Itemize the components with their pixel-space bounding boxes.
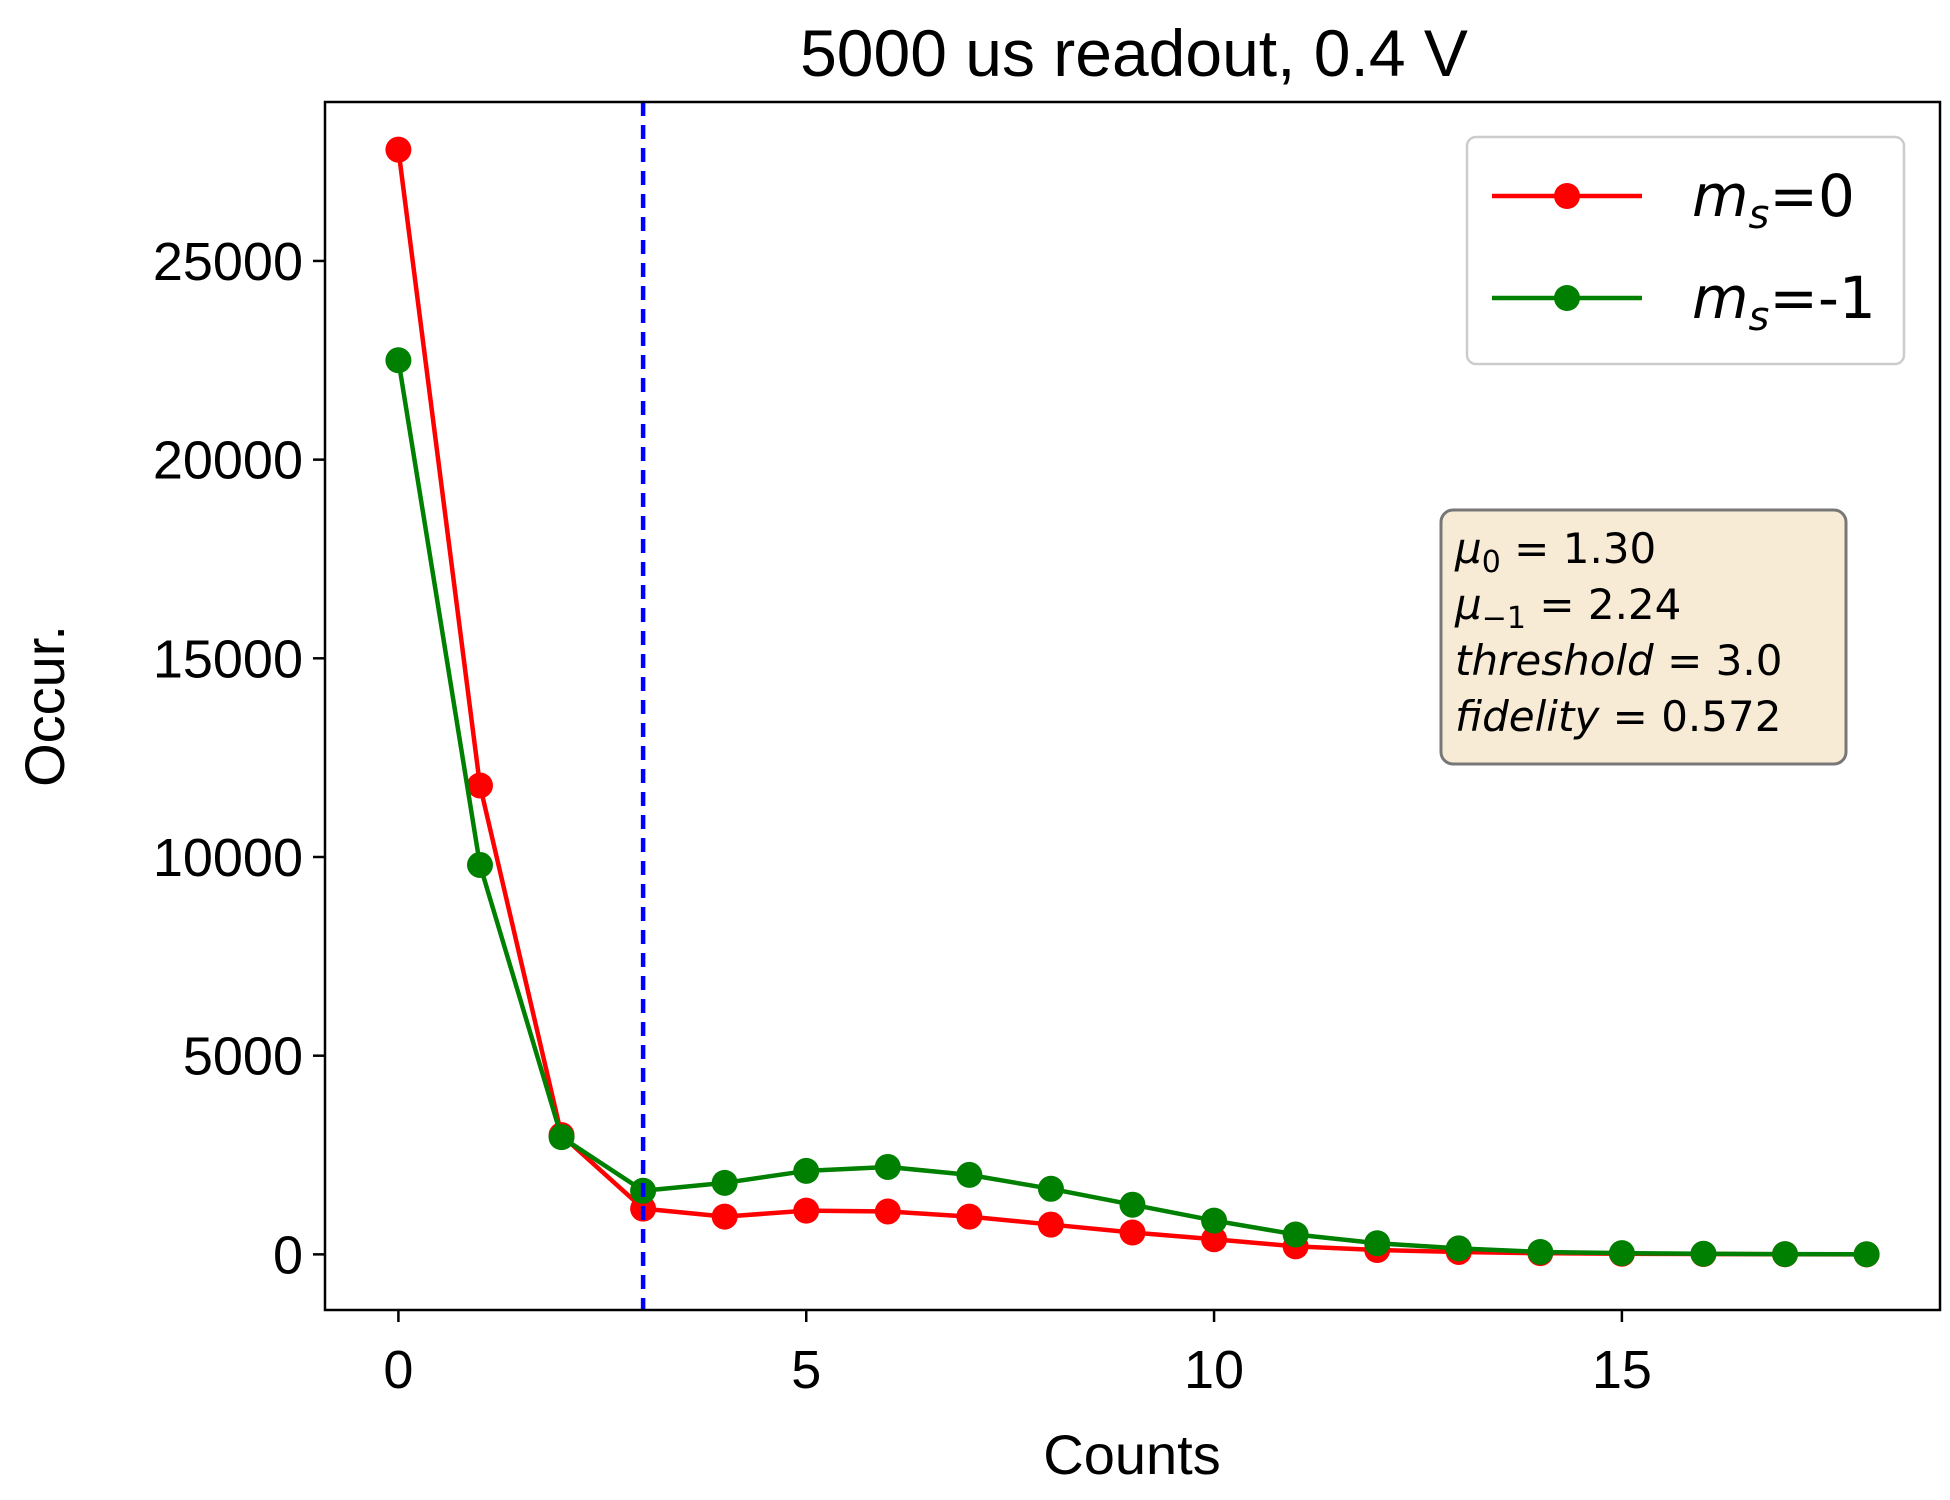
annotation-symbol: threshold: [1455, 636, 1654, 685]
x-tick-label: 15: [1592, 1340, 1652, 1400]
chart-title: 5000 us readout, 0.4 V: [800, 16, 1468, 90]
y-tick-label: 15000: [153, 629, 303, 689]
data-point: [793, 1157, 820, 1184]
series-line-1: [396, 359, 1867, 1257]
data-point: [956, 1161, 983, 1188]
y-tick-label: 5000: [183, 1027, 303, 1087]
annotation-subscript: −1: [1482, 601, 1526, 636]
legend-label-symbol: m: [1692, 162, 1749, 230]
data-point: [711, 1169, 738, 1196]
legend-label: ms=0: [1692, 162, 1855, 238]
data-point: [711, 1203, 738, 1230]
legend-swatch-marker: [1554, 183, 1580, 209]
annotation-symbol: μ: [1454, 580, 1482, 629]
data-point: [1201, 1226, 1228, 1253]
data-point: [548, 1124, 575, 1151]
series-1: [385, 347, 1880, 1268]
annotation-value: = 3.0: [1654, 636, 1783, 685]
y-tick-label: 0: [273, 1225, 303, 1285]
annotation-line: μ0 = 1.30: [1454, 524, 1656, 580]
y-tick-label: 25000: [153, 232, 303, 292]
data-point: [1282, 1221, 1309, 1248]
legend-item: ms=0: [1492, 162, 1855, 238]
annotation-subscript: 0: [1482, 545, 1501, 580]
y-tick-label: 10000: [153, 828, 303, 888]
data-point: [793, 1197, 820, 1224]
legend-label-value: =-1: [1769, 264, 1875, 332]
annotation-line: fidelity = 0.572: [1455, 692, 1781, 741]
data-point: [1119, 1219, 1146, 1246]
data-point: [1853, 1241, 1880, 1268]
data-point: [1119, 1191, 1146, 1218]
legend-label-subscript: s: [1749, 294, 1770, 340]
series-layer: [385, 102, 1880, 1310]
data-point: [956, 1203, 983, 1230]
annotation-symbol: μ: [1454, 524, 1482, 573]
data-point: [1037, 1175, 1064, 1202]
y-tick-label: 20000: [153, 431, 303, 491]
x-axis-ticks: 0 5 10 15: [383, 1310, 1652, 1400]
annotation-symbol: fidelity: [1455, 692, 1600, 741]
data-point: [1608, 1240, 1635, 1267]
legend-label-value: =0: [1769, 162, 1855, 230]
data-point: [1445, 1235, 1472, 1262]
data-point: [385, 136, 412, 163]
annotation-line: μ−1 = 2.24: [1454, 580, 1681, 636]
annotation-box: [1439, 508, 1848, 766]
data-point: [1772, 1241, 1799, 1268]
legend-label-subscript: s: [1749, 192, 1770, 238]
data-point: [1364, 1230, 1391, 1257]
data-point: [874, 1198, 901, 1225]
legend: ms=0ms=-1: [1465, 135, 1906, 366]
legend-label: ms=-1: [1692, 264, 1876, 340]
plot-frame: [323, 100, 1942, 1312]
y-axis-label: Occur.: [13, 625, 76, 787]
annotation-value: = 1.30: [1501, 524, 1656, 573]
data-point: [466, 772, 493, 799]
legend-item: ms=-1: [1492, 264, 1876, 340]
legend-swatch-marker: [1554, 285, 1580, 311]
annotation-value: = 0.572: [1599, 692, 1781, 741]
data-point: [466, 851, 493, 878]
data-point: [1201, 1207, 1228, 1234]
data-point: [1037, 1211, 1064, 1238]
x-tick-label: 10: [1184, 1340, 1244, 1400]
y-axis-ticks: 0 5000 10000 15000 20000 25000: [153, 232, 325, 1285]
data-point: [1527, 1238, 1554, 1265]
data-point: [874, 1153, 901, 1180]
x-tick-label: 0: [383, 1340, 413, 1400]
data-point: [1690, 1240, 1717, 1267]
x-tick-label: 5: [791, 1340, 821, 1400]
data-point: [385, 347, 412, 374]
x-axis-label: Counts: [1043, 1423, 1220, 1486]
annotation-line: threshold = 3.0: [1455, 636, 1782, 685]
annotation-value: = 2.24: [1526, 580, 1681, 629]
legend-label-symbol: m: [1692, 264, 1749, 332]
